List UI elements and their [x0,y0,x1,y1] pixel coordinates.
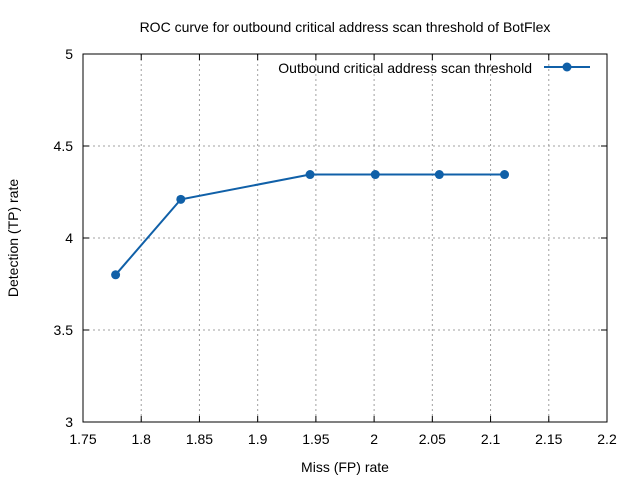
legend: Outbound critical address scan threshold [278,60,590,76]
y-tick-label: 3.5 [54,322,74,338]
grid-lines [83,54,607,422]
data-point [434,170,444,180]
x-tick-label: 2.1 [481,431,501,447]
legend-label: Outbound critical address scan threshold [278,60,532,76]
x-tick-label: 1.85 [186,431,213,447]
y-tick-label: 4.5 [54,138,74,154]
y-tick-label: 3 [65,414,73,430]
data-point [176,194,186,204]
data-point [370,170,380,180]
series-line [114,173,505,276]
legend-marker-sample [562,62,572,72]
data-point [305,170,315,180]
x-tick-label: 1.9 [248,431,268,447]
x-tick-label: 2.05 [419,431,446,447]
y-tick-label: 5 [65,46,73,62]
x-tick-label: 1.75 [69,431,96,447]
x-tick-label: 2.15 [535,431,562,447]
x-axis-label: Miss (FP) rate [301,459,389,475]
x-tick-label: 1.95 [302,431,329,447]
series-group [111,170,510,280]
axis-ticks: 1.75 1.8 1.85 1.9 1.95 2 2.05 2.1 2.15 2.2 3 3.5 4 4.… [54,46,617,447]
y-axis-label: Detection (TP) rate [5,179,21,297]
x-tick-label: 1.8 [131,431,151,447]
chart-title: ROC curve for outbound critical address … [140,19,551,35]
x-tick-label: 2 [370,431,378,447]
data-point [111,270,121,280]
data-point [500,170,510,180]
y-tick-label: 4 [65,230,73,246]
x-tick-label: 2.2 [597,431,617,447]
